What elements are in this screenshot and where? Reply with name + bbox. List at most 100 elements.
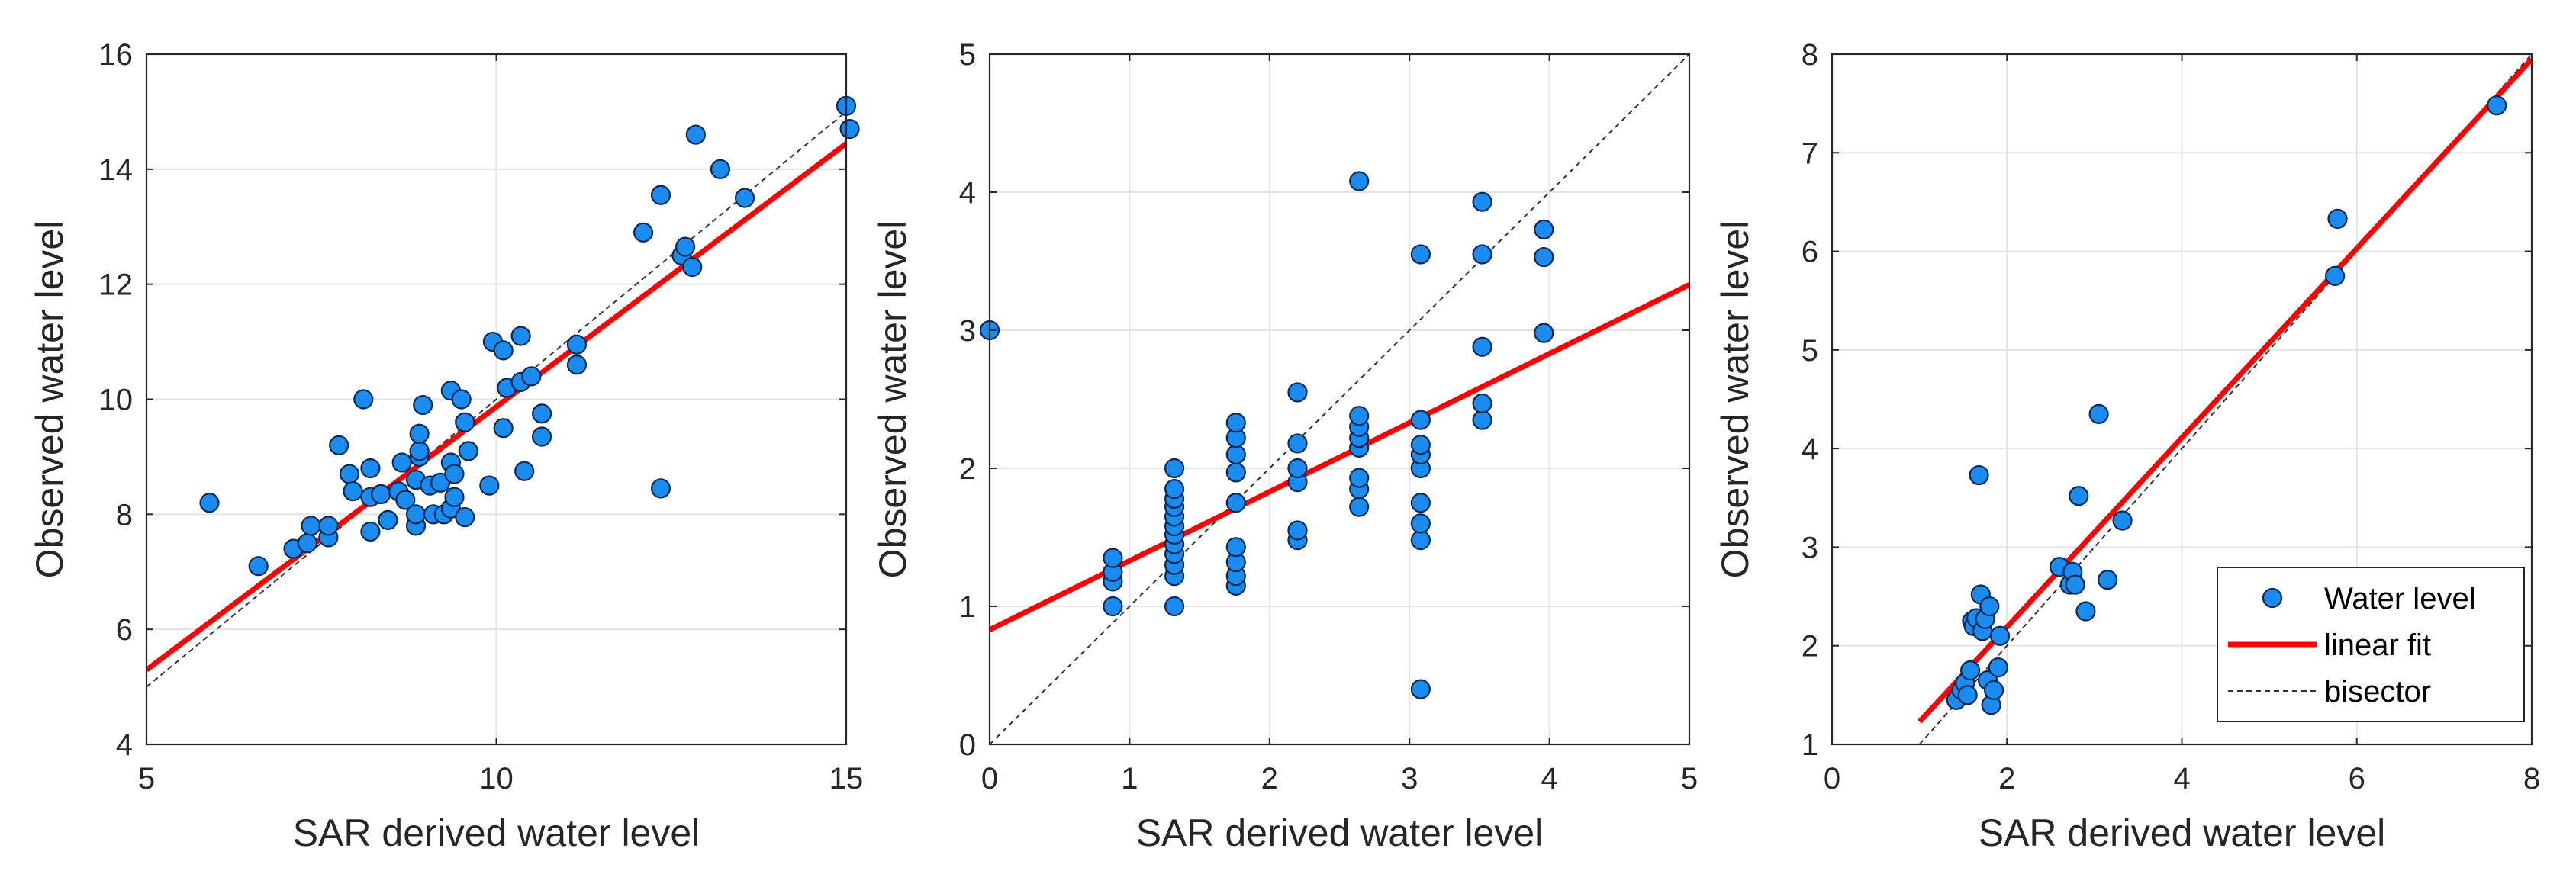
data-point [444, 487, 465, 507]
data-point [1164, 596, 1185, 617]
data-point [1349, 171, 1370, 191]
x-tick-label: 0 [1824, 762, 1840, 795]
y-tick-label: 5 [959, 38, 976, 72]
x-tick-label: 8 [2523, 762, 2540, 795]
data-point [1410, 410, 1431, 430]
data-point [409, 423, 430, 444]
data-point [493, 340, 514, 361]
data-point [1534, 219, 1554, 239]
data-point [710, 159, 731, 179]
y-tick-label: 0 [959, 728, 976, 762]
data-point [360, 521, 381, 542]
data-point [395, 490, 416, 510]
data-point [514, 461, 535, 481]
y-tick-label: 4 [959, 176, 976, 210]
bisector-line [1918, 54, 2532, 744]
data-point [301, 516, 321, 536]
legend-label: bisector [2324, 675, 2431, 709]
data-point [1225, 444, 1246, 465]
linear-fit-line [147, 141, 846, 673]
data-point [2112, 510, 2133, 531]
data-point [1164, 458, 1185, 479]
data-point [650, 478, 671, 499]
data-point [1164, 479, 1185, 500]
data-point [1225, 413, 1246, 433]
data-point [566, 334, 588, 355]
data-point [479, 475, 500, 496]
x-axis-label: SAR derived water level [293, 811, 700, 854]
data-point [248, 556, 269, 577]
data-point [329, 435, 349, 455]
x-tick-label: 4 [1541, 762, 1557, 795]
data-point [339, 464, 360, 484]
y-tick-label: 3 [959, 314, 976, 348]
data-point [1287, 520, 1308, 541]
data-point [1287, 458, 1308, 479]
y-axis-label: Observed water level [28, 220, 71, 579]
y-tick-label: 14 [99, 153, 134, 187]
x-tick-label: 4 [2173, 762, 2190, 795]
data-point [633, 222, 654, 243]
data-point [1989, 625, 2011, 646]
legend-label: linear fit [2324, 628, 2431, 662]
y-tick-label: 6 [1802, 236, 1818, 269]
x-tick-label: 5 [138, 762, 155, 795]
x-tick-label: 1 [1121, 762, 1138, 795]
data-point [1472, 336, 1492, 357]
data-point [1287, 382, 1308, 403]
y-tick-label: 12 [99, 268, 134, 302]
data-point [1410, 435, 1431, 455]
x-tick-label: 6 [2349, 762, 2365, 795]
data-point [1472, 191, 1492, 212]
data-point [1979, 596, 2000, 617]
data-point [682, 256, 703, 278]
y-tick-label: 6 [116, 613, 133, 647]
data-point [371, 484, 391, 505]
y-tick-label: 8 [116, 498, 133, 532]
legend-label: Water level [2324, 582, 2476, 615]
data-point [2324, 265, 2346, 286]
x-axis-label: SAR derived water level [1136, 811, 1544, 854]
data-point [413, 394, 433, 416]
data-point [521, 366, 542, 387]
data-point [1472, 393, 1492, 414]
bisector-line [147, 111, 846, 688]
data-point [199, 493, 220, 513]
data-point [1225, 537, 1246, 558]
data-point [1287, 433, 1308, 454]
legend-marker-symbol [2262, 587, 2283, 609]
data-point [1103, 596, 1123, 617]
data-point [510, 326, 531, 346]
x-tick-label: 2 [1261, 762, 1278, 795]
data-point [1957, 685, 1978, 705]
y-tick-label: 2 [959, 452, 976, 486]
data-point [493, 418, 514, 439]
data-point [532, 426, 552, 447]
data-point [455, 507, 475, 528]
data-point [455, 412, 475, 432]
x-tick-label: 15 [829, 762, 864, 795]
y-tick-label: 7 [1802, 137, 1818, 170]
data-point [1983, 680, 2004, 700]
data-point [1969, 464, 1989, 486]
y-tick-label: 2 [1802, 630, 1818, 664]
plot-layer [1918, 54, 2532, 744]
data-point [458, 441, 478, 461]
data-point [1988, 657, 2008, 678]
data-point [1410, 493, 1431, 513]
x-tick-label: 3 [1401, 762, 1418, 795]
data-point [2075, 601, 2096, 622]
y-tick-label: 3 [1802, 531, 1818, 564]
data-point [360, 458, 381, 479]
data-point [343, 481, 363, 502]
data-point [405, 504, 427, 525]
data-point [650, 185, 671, 205]
data-point [1225, 462, 1246, 483]
data-point [451, 389, 472, 410]
data-point [353, 389, 374, 410]
x-axis-label: SAR derived water level [1979, 811, 2386, 854]
bisector-line [990, 54, 1689, 744]
y-tick-label: 10 [99, 384, 134, 417]
data-point [2065, 574, 2085, 595]
